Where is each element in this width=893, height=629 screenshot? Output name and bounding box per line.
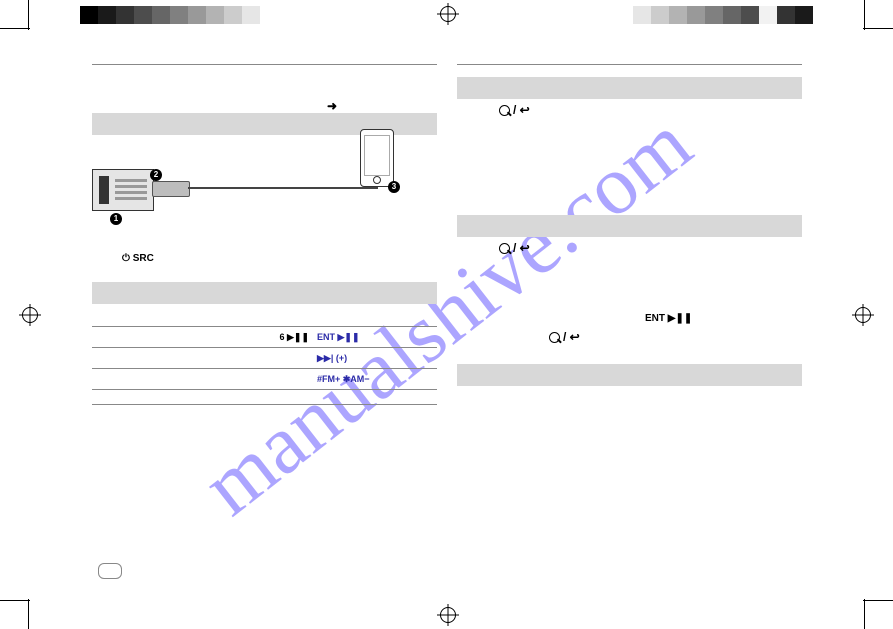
callout-3: 3 bbox=[388, 181, 400, 193]
right-column: / ↩ / ↩ ENT ▶❚❚ / ↩ bbox=[457, 62, 802, 562]
page-content: ➜ 1 2 3 ⏻ SRC 6 ▶ bbox=[92, 62, 802, 562]
button-label: ENT ▶❚❚ bbox=[317, 332, 360, 342]
power-src-label: ⏻ SRC bbox=[122, 253, 437, 264]
search-back-row: / ↩ bbox=[499, 243, 802, 265]
registration-target bbox=[855, 307, 871, 323]
search-back-row: / ↩ bbox=[499, 105, 802, 127]
color-bar-right bbox=[633, 6, 813, 24]
usb-plug-icon bbox=[152, 181, 190, 197]
phone-icon bbox=[360, 129, 394, 187]
registration-target bbox=[440, 6, 456, 22]
section-header bbox=[457, 364, 802, 386]
section-header bbox=[457, 77, 802, 99]
back-icon: / ↩ bbox=[513, 103, 530, 117]
button-label: ▶▶| (+) bbox=[317, 353, 347, 363]
section-header bbox=[92, 282, 437, 304]
control-row: ▶▶| (+) bbox=[92, 348, 437, 369]
head-unit-icon bbox=[92, 169, 154, 211]
control-row: #FM+ ✱AM− bbox=[92, 369, 437, 390]
connection-diagram: 1 2 3 bbox=[92, 141, 437, 241]
button-label: #FM+ ✱AM− bbox=[317, 374, 370, 384]
search-icon bbox=[499, 105, 510, 116]
registration-target bbox=[440, 607, 456, 623]
registration-target bbox=[22, 307, 38, 323]
page-number-box bbox=[98, 563, 122, 579]
arrow-icon: ➜ bbox=[327, 99, 337, 113]
button-label: 6 ▶❚❚ bbox=[279, 332, 309, 342]
left-column: ➜ 1 2 3 ⏻ SRC 6 ▶ bbox=[92, 62, 437, 562]
search-back-row: / ↩ bbox=[549, 332, 802, 354]
color-bar-left bbox=[80, 6, 260, 24]
back-icon: / ↩ bbox=[513, 241, 530, 255]
search-icon bbox=[549, 332, 560, 343]
section-header bbox=[457, 215, 802, 237]
ent-label: ENT ▶❚❚ bbox=[645, 313, 802, 324]
back-icon: / ↩ bbox=[563, 330, 580, 344]
control-row: 6 ▶❚❚ ENT ▶❚❚ bbox=[92, 327, 437, 348]
callout-1: 1 bbox=[110, 213, 122, 225]
search-icon bbox=[499, 243, 510, 254]
callout-2: 2 bbox=[150, 169, 162, 181]
